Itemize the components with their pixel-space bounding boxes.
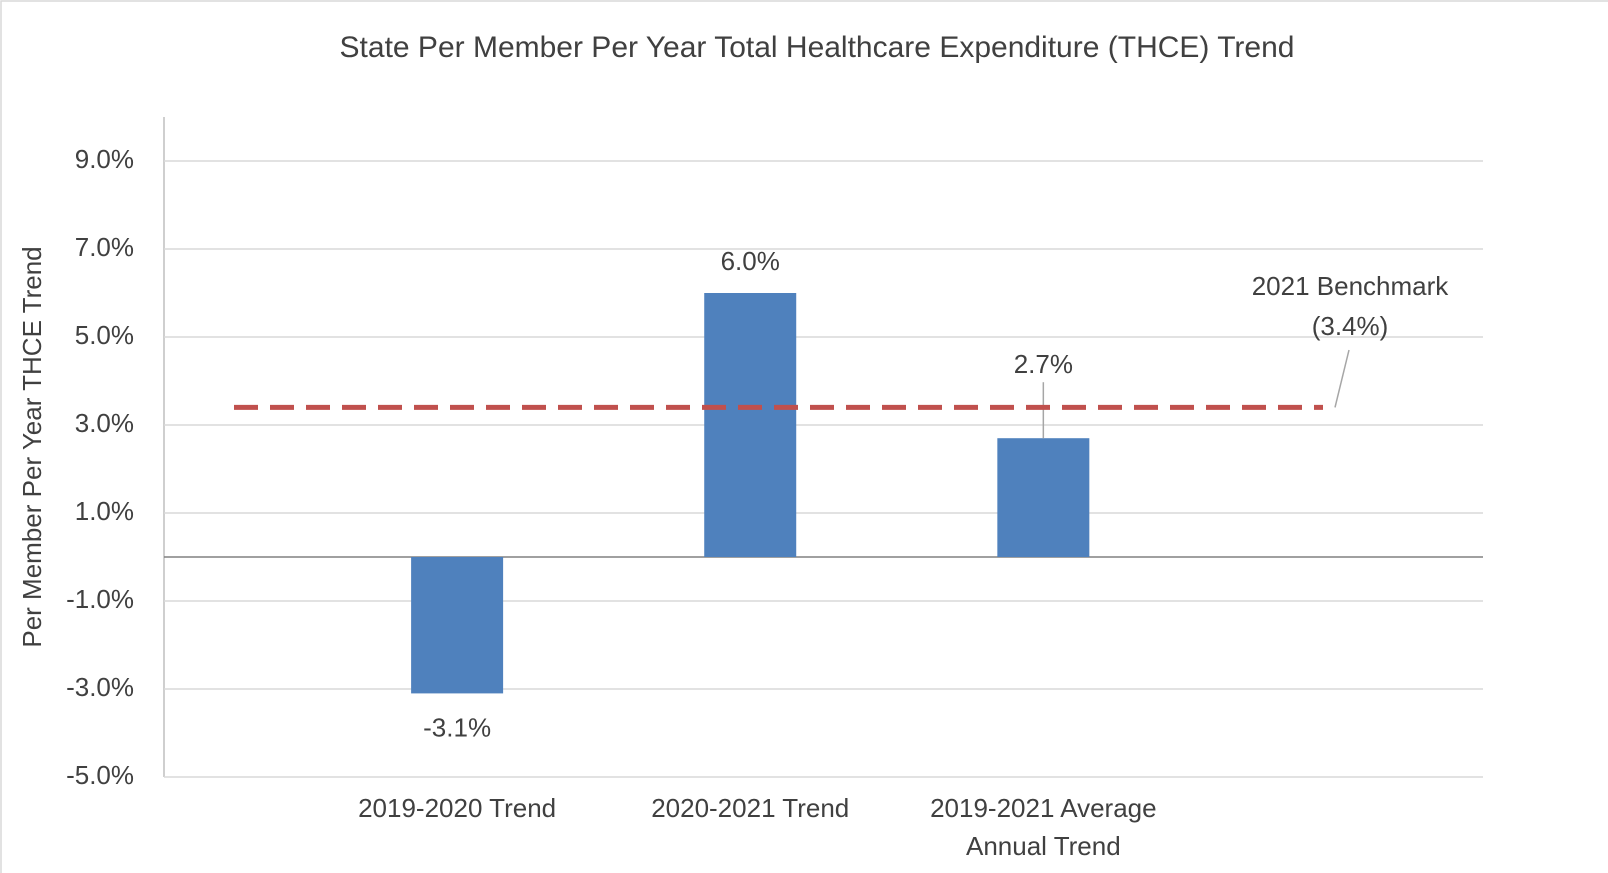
y-tick-label: -3.0% — [66, 672, 134, 702]
y-tick-label: 1.0% — [75, 496, 134, 526]
bar — [411, 557, 504, 694]
y-tick-label: -5.0% — [66, 760, 134, 790]
benchmark-label: 2021 Benchmark — [1252, 271, 1450, 301]
y-tick-label: 5.0% — [75, 320, 134, 350]
bar — [704, 293, 797, 557]
data-label: 2.7% — [1014, 349, 1073, 379]
y-tick-label: 9.0% — [75, 144, 134, 174]
bar — [997, 438, 1090, 557]
y-tick-label: -1.0% — [66, 584, 134, 614]
y-tick-label: 7.0% — [75, 232, 134, 262]
y-axis-title: Per Member Per Year THCE Trend — [17, 246, 47, 647]
y-tick-label: 3.0% — [75, 408, 134, 438]
benchmark-leader — [1334, 349, 1350, 408]
chart-title: State Per Member Per Year Total Healthca… — [340, 31, 1295, 64]
x-tick-label: 2019-2020 Trend — [358, 793, 557, 823]
data-label: 6.0% — [721, 246, 780, 276]
data-label: -3.1% — [423, 712, 491, 742]
x-tick-label: 2020-2021 Trend — [651, 793, 850, 823]
benchmark-label: (3.4%) — [1312, 311, 1389, 341]
x-tick-label: 2019-2021 Average Annual Trend — [930, 793, 1157, 861]
